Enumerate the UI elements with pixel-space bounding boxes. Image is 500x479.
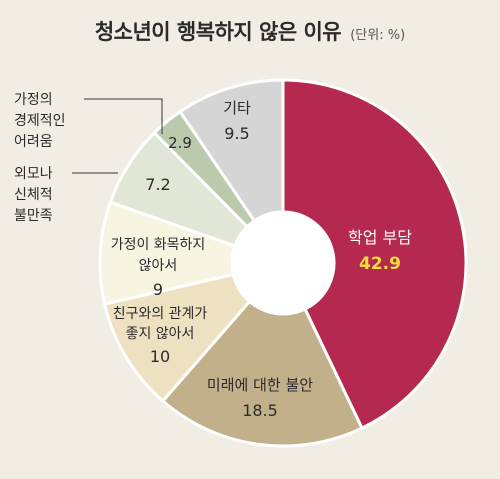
slice-label-1: 미래에 대한 불안 <box>207 376 313 394</box>
slice-value-1: 18.5 <box>242 401 278 420</box>
slice-label-5: 가정의 경제적인 어려움 <box>14 92 66 150</box>
slice-value-0: 42.9 <box>359 254 401 274</box>
slice-value-5: 2.9 <box>168 134 192 152</box>
slice-value-3: 9 <box>153 280 163 299</box>
leader-line-5 <box>84 98 163 134</box>
chart-title: 청소년이 행복하지 않은 이유 <box>94 20 342 44</box>
unit-note: (단위: %) <box>350 28 406 43</box>
slice-value-2: 10 <box>150 347 170 366</box>
donut-hole <box>232 212 334 314</box>
slice-label-2: 친구와의 관계가 좋지 않아서 <box>113 306 208 342</box>
chart-header: 청소년이 행복하지 않은 이유 (단위: %) <box>0 16 500 46</box>
slice-label-3: 가정이 화목하지 않아서 <box>111 237 206 274</box>
slice-label-6: 기타 <box>223 99 251 117</box>
slice-label-0: 학업 부담 <box>348 228 412 247</box>
slice-label-4: 외모나 신체적 불만족 <box>14 166 53 224</box>
slice-value-4: 7.2 <box>145 175 170 194</box>
slice-value-6: 9.5 <box>224 124 249 143</box>
